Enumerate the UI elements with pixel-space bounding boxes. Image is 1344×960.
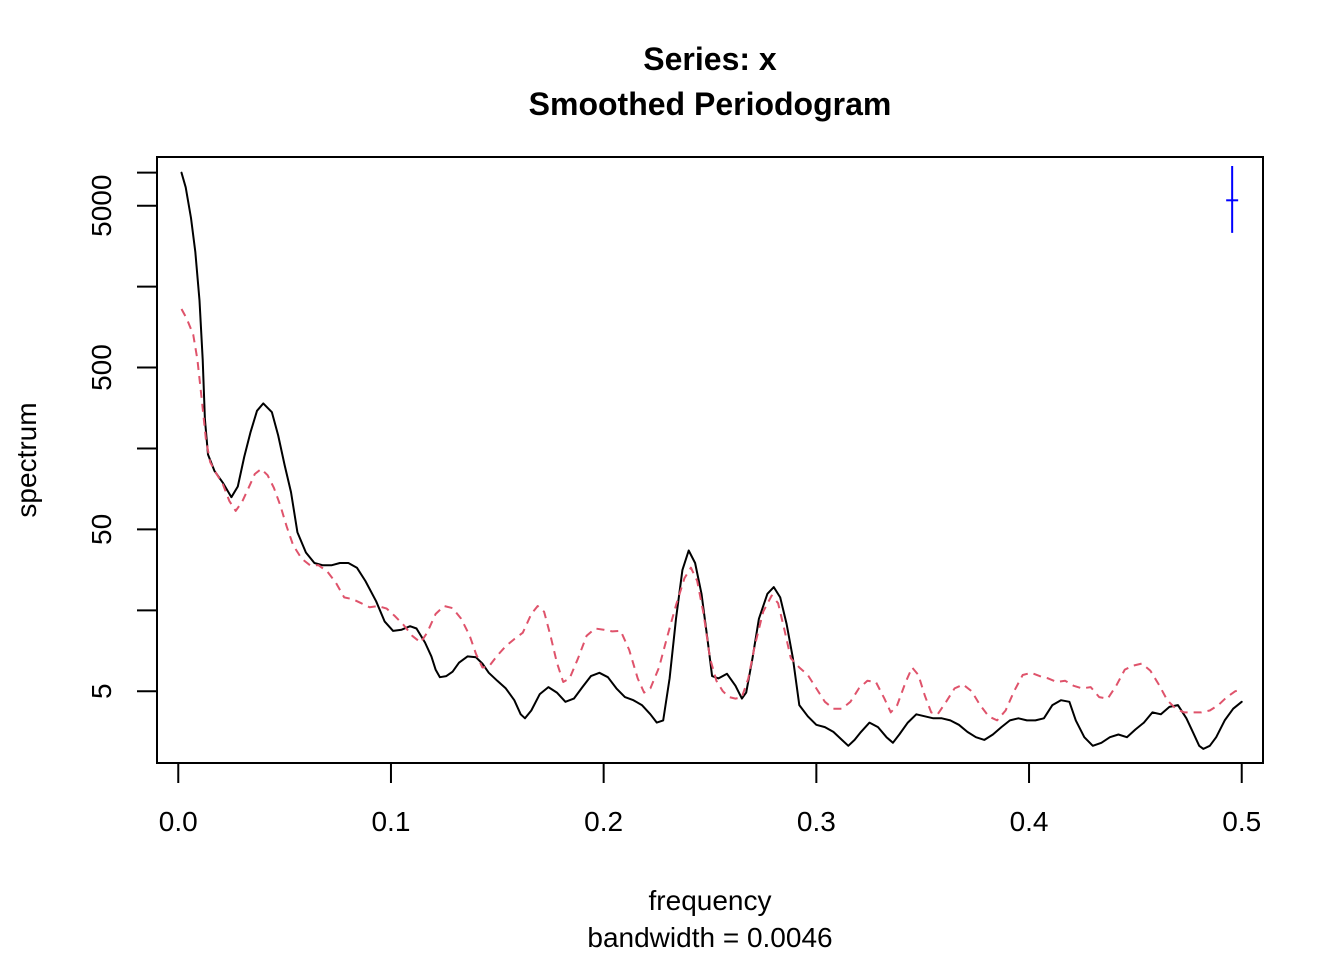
- y-axis-label: spectrum: [11, 402, 42, 517]
- x-axis: 0.0 0.1 0.2 0.3 0.4 0.5: [159, 762, 1261, 837]
- confidence-interval-marker: [1226, 165, 1239, 233]
- x-tick-label-2: 0.2: [584, 806, 623, 837]
- plot-frame: [156, 156, 1264, 764]
- x-axis-label: frequency: [649, 885, 772, 916]
- series-layer: [180, 171, 1243, 750]
- y-tick-label-2: 500: [86, 344, 117, 391]
- y-tick-label-3: 5000: [86, 175, 117, 237]
- x-tick-label-1: 0.1: [371, 806, 410, 837]
- x-axis-sublabel: bandwidth = 0.0046: [587, 922, 832, 953]
- x-tick-label-5: 0.5: [1222, 806, 1261, 837]
- x-tick-label-3: 0.3: [797, 806, 836, 837]
- y-tick-label-1: 50: [86, 514, 117, 545]
- x-tick-label-0: 0.0: [159, 806, 198, 837]
- x-tick-label-4: 0.4: [1010, 806, 1049, 837]
- chart-title: Series: x: [643, 41, 777, 77]
- series-line-dashed: [180, 308, 1242, 722]
- y-axis: 5 50 500 5000: [86, 171, 158, 699]
- chart-subtitle: Smoothed Periodogram: [529, 86, 892, 122]
- y-tick-label-0: 5: [86, 683, 117, 699]
- series-line-solid: [180, 171, 1243, 750]
